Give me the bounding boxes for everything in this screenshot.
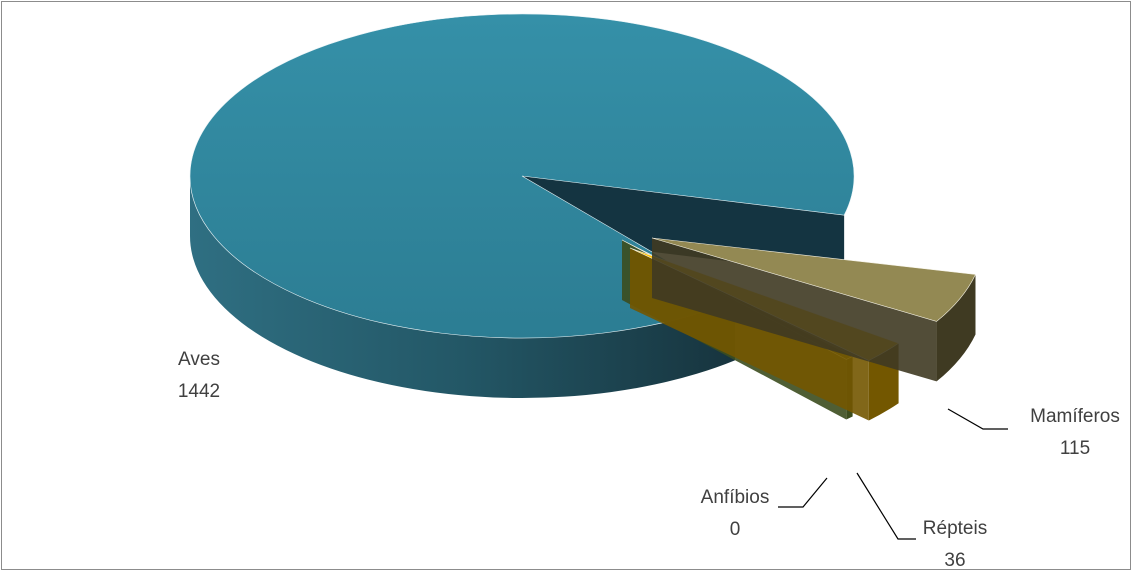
- label-value-repteis: 36: [944, 550, 965, 571]
- slice-mamiferos: [651, 237, 976, 382]
- slice-cut-face: [652, 238, 937, 382]
- label-value-mamiferos: 115: [1060, 438, 1090, 459]
- leader-line-mamiferos: [947, 408, 1008, 430]
- slice-aves-side-arc: [190, 176, 735, 398]
- label-name-mamiferos: Mamíferos: [1030, 406, 1120, 427]
- slice-aves: [189, 13, 855, 339]
- label-value-anfibios: 0: [730, 519, 741, 540]
- label-name-aves: Aves: [178, 349, 220, 370]
- label-value-aves: 1442: [178, 381, 220, 402]
- slice-side: [936, 274, 976, 382]
- leader-line-repteis: [856, 472, 916, 540]
- slice-top: [651, 237, 976, 322]
- leader-line-anfibios: [778, 477, 828, 508]
- label-name-anfibios: Anfíbios: [701, 487, 770, 508]
- label-name-repteis: Répteis: [923, 518, 987, 539]
